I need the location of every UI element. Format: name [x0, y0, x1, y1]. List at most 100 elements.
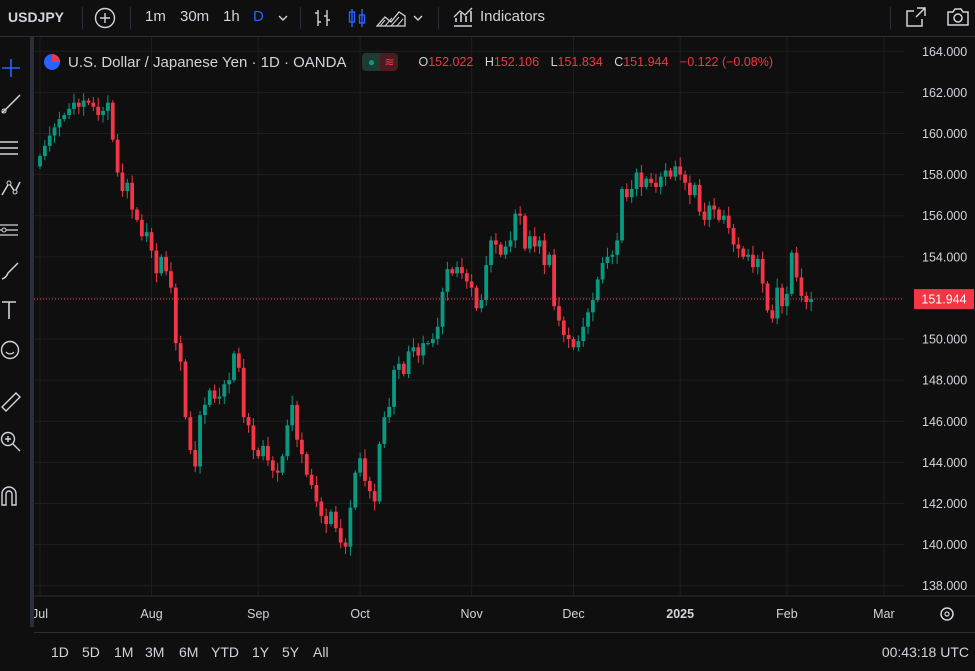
brush-icon[interactable]: [0, 259, 22, 281]
chart-title: U.S. Dollar / Japanese Yen · 1D · OANDA: [68, 53, 347, 71]
chart-pane[interactable]: 164.000 162.000 160.000 158.000 156.000 154.0…: [34, 37, 975, 628]
candle: [392, 365, 396, 415]
price-tick-label: 158.000: [922, 168, 967, 182]
candle: [67, 103, 71, 120]
range-5y-button[interactable]: 5Y: [282, 644, 300, 660]
magnet-icon[interactable]: [0, 485, 22, 507]
chevron-down-icon[interactable]: [277, 12, 289, 24]
indicators-icon[interactable]: [452, 6, 474, 28]
candles-chart-type-icon[interactable]: [346, 7, 368, 29]
candle: [542, 232, 547, 275]
interval-30m-button[interactable]: 30m: [180, 8, 210, 25]
candle: [474, 285, 479, 311]
candle: [552, 249, 556, 311]
candle: [726, 206, 731, 234]
toolbar-divider: [130, 7, 131, 29]
horizontal-lines-icon[interactable]: [0, 137, 22, 159]
candle: [188, 411, 193, 455]
candle: [697, 179, 702, 216]
candle: [314, 475, 319, 508]
price-axis[interactable]: [904, 37, 975, 628]
candle: [372, 483, 377, 511]
ruler-icon[interactable]: [0, 391, 22, 413]
drawing-toolbar: [0, 37, 34, 627]
change-value: −0.122 (−0.08%): [679, 55, 774, 69]
range-1m-button[interactable]: 1M: [114, 644, 134, 660]
candle: [246, 413, 251, 433]
candle: [717, 207, 721, 223]
fib-tool-icon[interactable]: [0, 219, 22, 241]
market-open-dot-icon: ●: [362, 53, 381, 71]
candle: [91, 96, 96, 111]
candle: [52, 123, 57, 143]
interval-1h-button[interactable]: 1h: [223, 8, 240, 25]
candle: [736, 237, 741, 258]
zoom-in-icon[interactable]: [0, 431, 22, 453]
candle: [304, 451, 309, 478]
candle: [673, 160, 678, 181]
area-chart-type-icon[interactable]: [376, 7, 406, 29]
candle: [464, 269, 469, 289]
candle: [489, 236, 493, 273]
range-3m-button[interactable]: 3M: [145, 644, 165, 660]
candle: [295, 400, 299, 448]
candle: [508, 231, 513, 253]
candle: [503, 240, 508, 259]
candle: [62, 112, 67, 122]
pattern-tool-icon[interactable]: [0, 177, 22, 199]
candlestick-chart[interactable]: 164.000 162.000 160.000 158.000 156.000 154.0…: [34, 37, 975, 628]
candle: [96, 97, 101, 121]
trend-line-icon[interactable]: [0, 93, 22, 115]
range-5d-button[interactable]: 5D: [82, 644, 100, 660]
interval-d-button[interactable]: D: [253, 8, 264, 25]
compare-add-icon[interactable]: [94, 7, 116, 29]
range-all-button[interactable]: All: [313, 644, 329, 660]
candle: [236, 347, 241, 372]
candle: [557, 297, 561, 327]
text-tool-icon[interactable]: [0, 299, 22, 321]
range-1d-button[interactable]: 1D: [51, 644, 69, 660]
candle: [406, 345, 411, 379]
utc-clock[interactable]: 00:43:18 UTC: [881, 644, 969, 660]
fullscreen-icon[interactable]: [905, 6, 927, 28]
candle: [751, 245, 755, 273]
candle: [178, 335, 183, 371]
candle: [479, 294, 484, 313]
price-tick-label: 160.000: [922, 127, 967, 141]
candle: [678, 157, 683, 181]
time-tick-label: Feb: [776, 607, 798, 621]
symbol-search[interactable]: USDJPY: [8, 9, 65, 25]
bar-chart-type-icon[interactable]: [312, 7, 334, 29]
interval-1m-button[interactable]: 1m: [145, 8, 166, 25]
crosshair-icon[interactable]: [0, 57, 22, 79]
candle: [440, 287, 445, 335]
candle: [547, 252, 552, 268]
chevron-down-icon[interactable]: [412, 12, 424, 24]
candle: [300, 432, 304, 464]
range-ytd-button[interactable]: YTD: [211, 644, 239, 660]
candle: [639, 165, 644, 196]
candle: [193, 441, 198, 473]
chart-settings-gear-icon[interactable]: [940, 607, 954, 621]
emoji-icon[interactable]: [0, 339, 22, 361]
time-tick-label: Jul: [34, 607, 48, 621]
range-bar: 1D 5D 1M 3M 6M YTD 1Y 5Y All 00:43:18 UT…: [34, 632, 975, 664]
candle: [654, 173, 658, 193]
candle: [280, 453, 285, 476]
close-value: 151.944: [623, 55, 669, 69]
range-1y-button[interactable]: 1Y: [252, 644, 270, 660]
candle: [624, 183, 629, 202]
camera-icon[interactable]: [946, 6, 970, 28]
candle: [455, 261, 459, 278]
candle: [358, 452, 362, 477]
price-tick-label: 140.000: [922, 538, 967, 552]
candle: [275, 463, 280, 482]
candle: [620, 186, 624, 243]
candle: [658, 172, 663, 195]
candle: [222, 380, 227, 405]
indicators-button[interactable]: Indicators: [480, 8, 546, 25]
range-6m-button[interactable]: 6M: [179, 644, 199, 660]
candle: [649, 172, 653, 187]
market-status-toggle[interactable]: ● ≋: [362, 53, 399, 71]
candle: [760, 251, 765, 293]
